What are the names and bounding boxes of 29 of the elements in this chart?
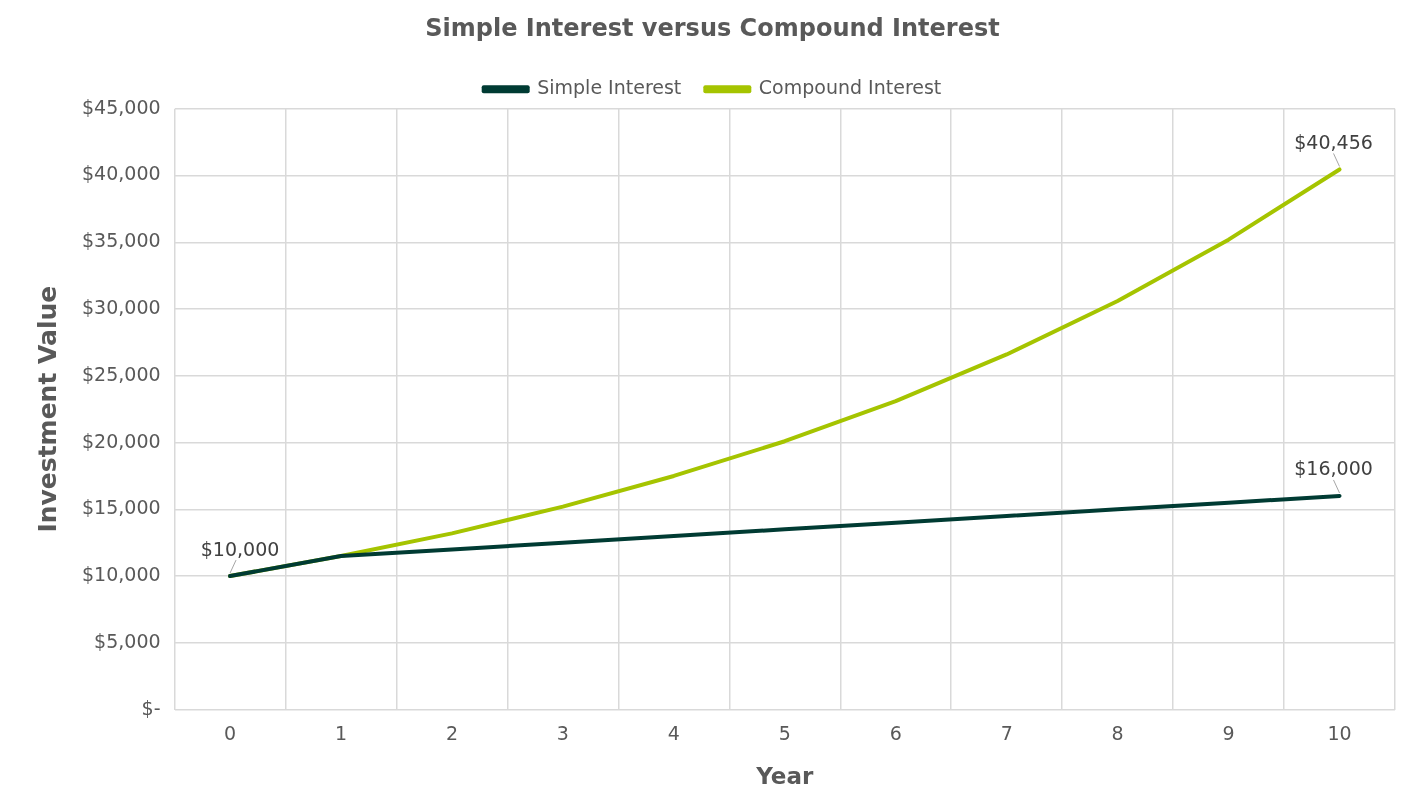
data-label: $40,456: [1294, 130, 1373, 153]
y-tick-label: $35,000: [81, 229, 161, 252]
y-tick-label: $30,000: [81, 296, 161, 318]
x-tick-label: 7: [1000, 721, 1013, 744]
x-tick-label: 9: [1222, 721, 1235, 744]
x-axis-title: Year: [755, 763, 814, 790]
y-tick-label: $5,000: [94, 629, 161, 652]
y-tick-label: $40,000: [81, 162, 161, 185]
chart-title: Simple Interest versus Compound Interest: [425, 13, 1000, 42]
legend-label: Compound Interest: [758, 76, 942, 99]
data-label: $16,000: [1294, 457, 1373, 480]
y-tick-label: $45,000: [81, 95, 161, 118]
y-tick-label: $-: [141, 696, 161, 719]
y-tick-label: $25,000: [81, 362, 161, 385]
x-tick-label: 6: [889, 721, 902, 744]
y-tick-label: $15,000: [81, 496, 161, 519]
data-label: $10,000: [200, 537, 280, 560]
y-axis-title: Investment Value: [32, 285, 62, 533]
x-tick-label: 1: [334, 721, 348, 744]
x-tick-label: 4: [667, 721, 680, 744]
x-tick-label: 10: [1327, 721, 1352, 744]
x-tick-label: 0: [224, 721, 237, 744]
x-tick-label: 8: [1111, 721, 1124, 744]
x-tick-label: 3: [556, 721, 569, 744]
x-tick-label: 5: [778, 721, 791, 744]
y-tick-label: $10,000: [81, 563, 161, 586]
legend-label: Simple Interest: [537, 76, 682, 99]
x-tick-label: 2: [445, 721, 458, 744]
y-tick-label: $20,000: [81, 429, 161, 452]
